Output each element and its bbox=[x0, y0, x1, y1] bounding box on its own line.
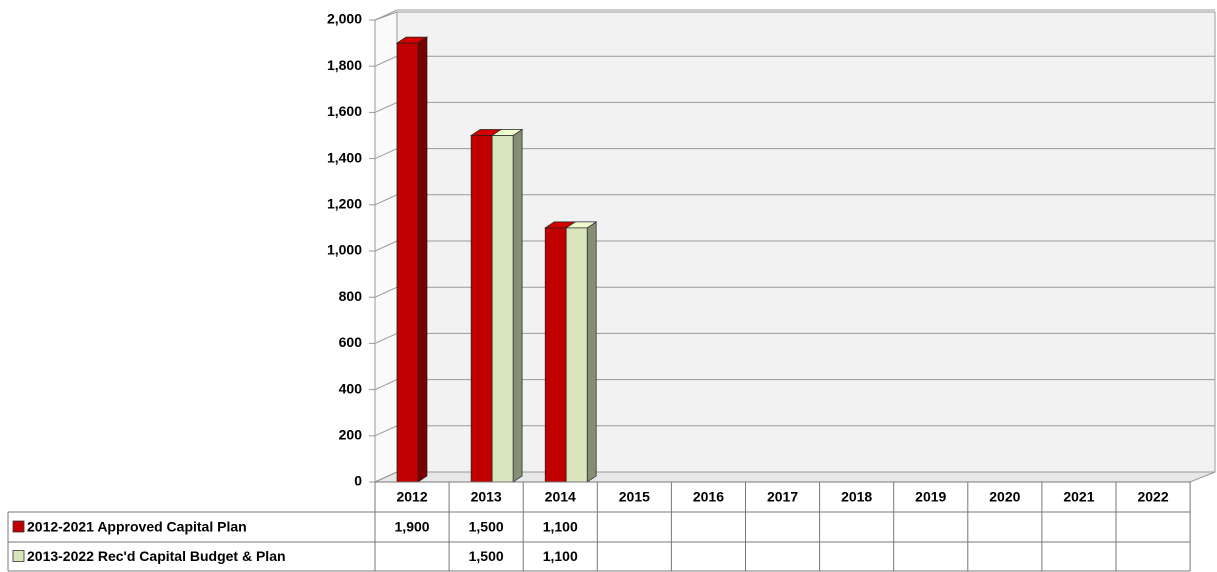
legend-swatch bbox=[12, 550, 25, 562]
legend-label: 2013-2022 Rec'd Capital Budget & Plan bbox=[27, 548, 286, 564]
bar-face bbox=[396, 42, 419, 483]
grid-line bbox=[374, 101, 398, 113]
y-tick-label: 400 bbox=[339, 380, 363, 396]
grid-line bbox=[374, 425, 398, 437]
y-tick-label: 1,600 bbox=[327, 103, 362, 119]
data-label: 1,100 bbox=[543, 548, 578, 564]
grid-line bbox=[374, 379, 398, 391]
bar-face bbox=[417, 36, 428, 483]
bar-face bbox=[544, 227, 567, 483]
x-tick-label: 2022 bbox=[1137, 489, 1168, 505]
grid-line bbox=[374, 194, 398, 206]
x-tick-label: 2012 bbox=[396, 489, 427, 505]
grid-line bbox=[374, 55, 398, 67]
data-label: 1,100 bbox=[543, 519, 578, 535]
bar bbox=[565, 221, 598, 483]
x-tick-label: 2019 bbox=[915, 489, 946, 505]
y-tick-label: 200 bbox=[339, 427, 363, 443]
bar bbox=[395, 36, 429, 483]
x-tick-label: 2015 bbox=[619, 489, 650, 505]
grid-line bbox=[374, 332, 398, 344]
x-tick-label: 2020 bbox=[989, 489, 1020, 505]
y-tick-label: 800 bbox=[339, 288, 363, 304]
x-tick-label: 2017 bbox=[767, 489, 798, 505]
y-tick-label: 1,200 bbox=[327, 196, 362, 212]
bar bbox=[490, 128, 524, 483]
bar-face bbox=[565, 227, 588, 483]
y-tick-label: 1,000 bbox=[327, 242, 362, 258]
y-tick-label: 600 bbox=[339, 334, 363, 350]
x-tick-label: 2018 bbox=[841, 489, 872, 505]
grid-line bbox=[374, 471, 398, 483]
grid-line bbox=[374, 148, 398, 160]
grid-line bbox=[374, 286, 398, 298]
x-tick-label: 2016 bbox=[693, 489, 724, 505]
data-label: 1,500 bbox=[469, 548, 504, 564]
side-wall bbox=[374, 11, 398, 483]
y-tick-label: 0 bbox=[354, 473, 362, 489]
y-tick-label: 1,400 bbox=[327, 149, 362, 165]
grid-line bbox=[374, 9, 398, 21]
x-tick-label: 2014 bbox=[545, 489, 576, 505]
data-label: 1,500 bbox=[469, 519, 504, 535]
legend-swatch bbox=[12, 520, 25, 533]
bar-face bbox=[470, 135, 493, 483]
bar-face bbox=[491, 135, 514, 483]
x-tick-label: 2021 bbox=[1063, 489, 1094, 505]
grid-line bbox=[374, 240, 398, 252]
x-tick-label: 2013 bbox=[471, 489, 502, 505]
y-tick-label: 1,800 bbox=[327, 57, 362, 73]
legend-label: 2012-2021 Approved Capital Plan bbox=[27, 519, 247, 535]
bar-face bbox=[586, 221, 597, 483]
bar-face bbox=[512, 128, 523, 483]
data-label: 1,900 bbox=[395, 519, 430, 535]
y-tick-label: 2,000 bbox=[327, 11, 362, 27]
